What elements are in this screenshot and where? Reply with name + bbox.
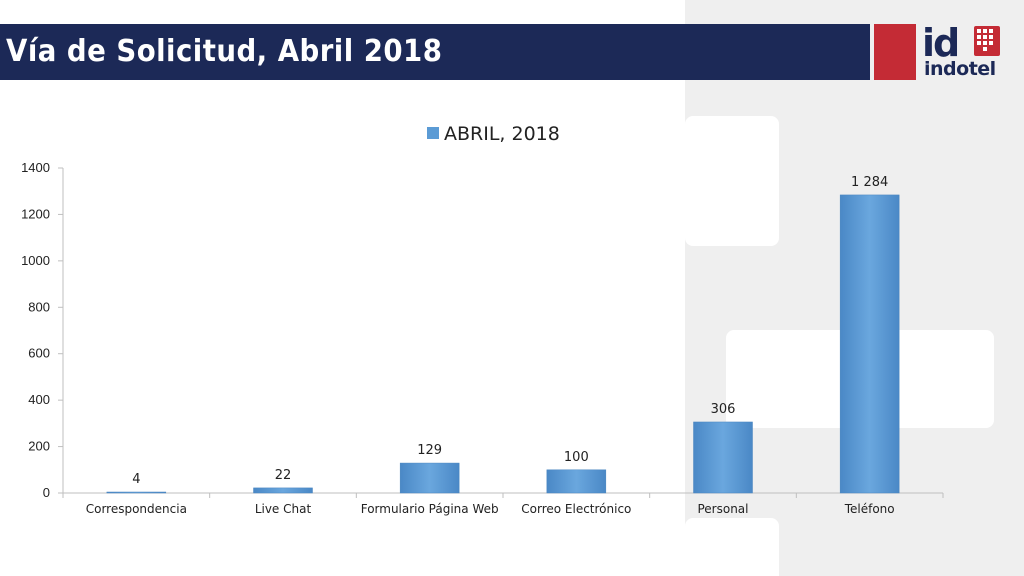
y-tick-label: 1200 bbox=[21, 206, 50, 221]
data-label: 22 bbox=[275, 468, 292, 483]
y-tick-label: 200 bbox=[28, 439, 50, 454]
y-tick-label: 1400 bbox=[21, 160, 50, 175]
indotel-logo-icon: id bbox=[922, 22, 1000, 65]
logo-mark: id bbox=[922, 22, 958, 65]
title-bar: Vía de Solicitud, Abril 2018 bbox=[0, 24, 870, 80]
background-panel-white-1 bbox=[685, 116, 779, 246]
y-tick-label: 800 bbox=[28, 299, 50, 314]
category-label: Teléfono bbox=[844, 502, 895, 516]
data-label: 100 bbox=[564, 450, 589, 465]
bar-4 bbox=[693, 421, 753, 494]
category-label: Live Chat bbox=[255, 502, 312, 516]
chart-bars bbox=[106, 194, 900, 494]
page-title: Vía de Solicitud, Abril 2018 bbox=[6, 34, 443, 69]
category-label: Formulario Página Web bbox=[361, 502, 499, 516]
bar-5 bbox=[839, 194, 900, 494]
legend-swatch bbox=[427, 127, 439, 139]
data-label: 1 284 bbox=[851, 175, 888, 190]
y-tick-label: 600 bbox=[28, 346, 50, 361]
y-tick-label: 0 bbox=[43, 485, 50, 500]
y-tick-label: 1000 bbox=[21, 253, 50, 268]
logo-wordmark: indotel bbox=[924, 58, 996, 80]
bar-0 bbox=[106, 491, 167, 494]
data-label: 129 bbox=[417, 443, 442, 458]
category-label: Personal bbox=[697, 502, 748, 516]
category-label: Correspondencia bbox=[86, 502, 187, 516]
chart-legend: ABRIL, 2018 bbox=[427, 123, 560, 145]
bar-1 bbox=[253, 487, 313, 494]
data-label: 4 bbox=[132, 472, 140, 487]
bar-2 bbox=[399, 462, 460, 494]
background-panel-white-3 bbox=[685, 518, 779, 576]
y-tick-label: 400 bbox=[28, 392, 50, 407]
logo-red-block bbox=[874, 24, 916, 80]
category-label: Correo Electrónico bbox=[521, 502, 631, 516]
legend-label: ABRIL, 2018 bbox=[444, 123, 560, 145]
data-label: 306 bbox=[711, 402, 736, 417]
chart-labels: 4 Correspondencia 22 Live Chat 129 Formulario… bbox=[86, 175, 895, 516]
bar-3 bbox=[546, 469, 607, 494]
chart-axes: 0 200 400 600 800 1000 1200 1400 bbox=[21, 160, 944, 500]
